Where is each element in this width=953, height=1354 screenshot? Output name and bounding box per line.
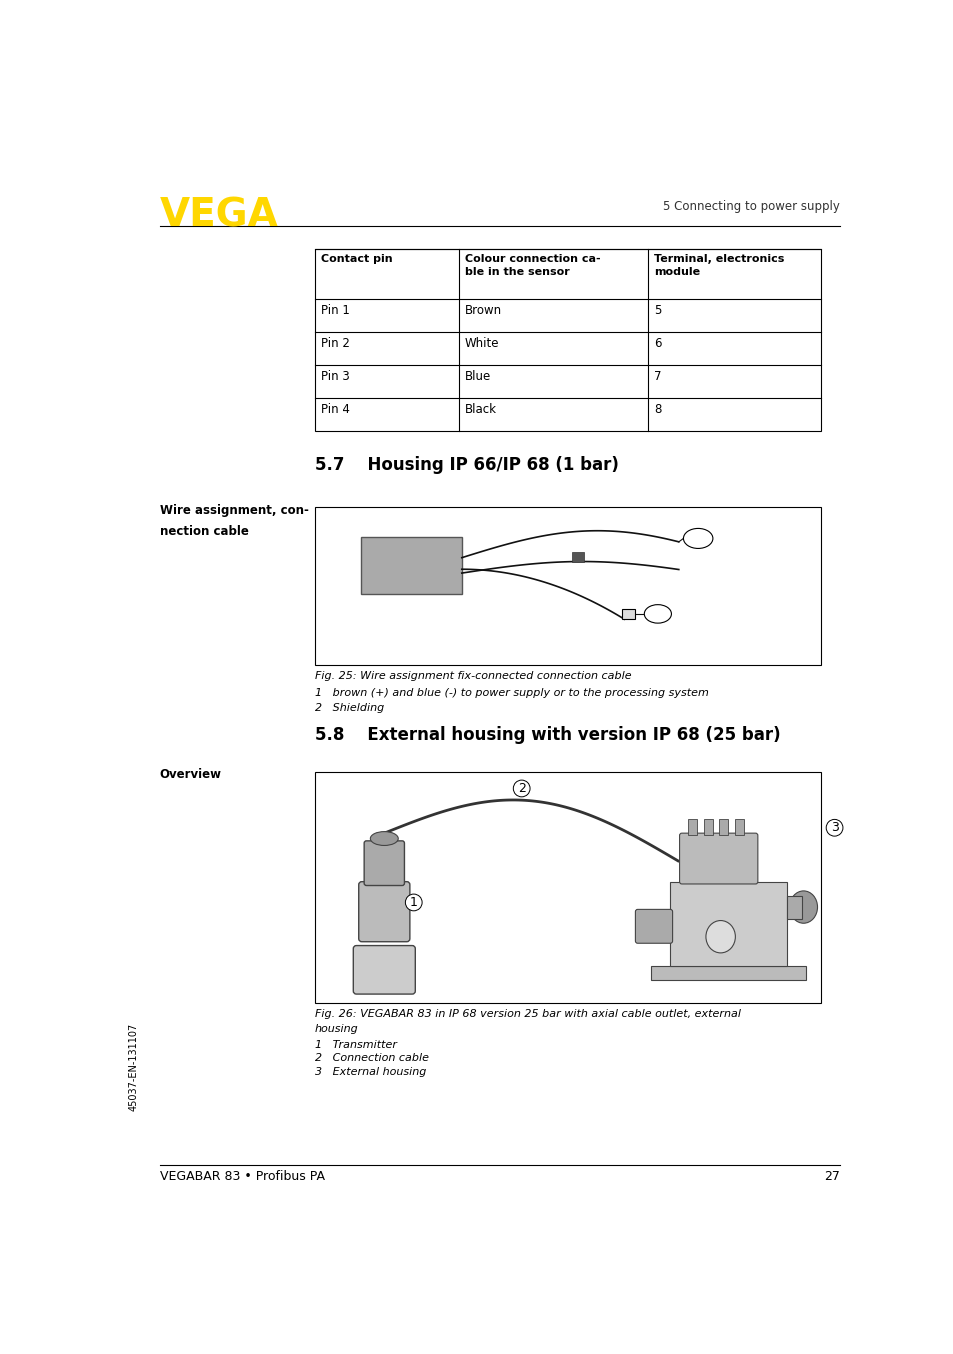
Text: Overview: Overview bbox=[159, 769, 221, 781]
Ellipse shape bbox=[682, 528, 712, 548]
Text: 1: 1 bbox=[410, 896, 417, 909]
Text: 45037-EN-131107: 45037-EN-131107 bbox=[128, 1022, 138, 1110]
Bar bbox=[785, 895, 801, 918]
Bar bbox=[314, 772, 821, 1003]
Bar bbox=[719, 819, 728, 835]
Bar bbox=[687, 819, 697, 835]
Text: 2   Connection cable: 2 Connection cable bbox=[314, 1053, 428, 1063]
Bar bbox=[734, 819, 743, 835]
Ellipse shape bbox=[643, 605, 671, 623]
Bar bbox=[670, 881, 785, 967]
FancyBboxPatch shape bbox=[358, 881, 410, 942]
Text: 1   brown (+) and blue (-) to power supply or to the processing system: 1 brown (+) and blue (-) to power supply… bbox=[314, 688, 708, 697]
Text: Colour connection ca-
ble in the sensor: Colour connection ca- ble in the sensor bbox=[464, 255, 599, 278]
Text: 27: 27 bbox=[823, 1170, 840, 1183]
FancyBboxPatch shape bbox=[635, 910, 672, 944]
Text: 2   Shielding: 2 Shielding bbox=[314, 703, 383, 714]
Text: housing: housing bbox=[314, 1024, 358, 1034]
Text: Pin 2: Pin 2 bbox=[320, 337, 349, 351]
Bar bbox=[621, 609, 634, 619]
Bar bbox=[703, 819, 712, 835]
Text: Fig. 26: VEGABAR 83 in IP 68 version 25 bar with axial cable outlet, external: Fig. 26: VEGABAR 83 in IP 68 version 25 … bbox=[314, 1009, 740, 1018]
Text: VEGABAR 83 • Profibus PA: VEGABAR 83 • Profibus PA bbox=[159, 1170, 324, 1183]
Ellipse shape bbox=[370, 831, 397, 845]
FancyBboxPatch shape bbox=[353, 945, 415, 994]
Bar bbox=[571, 552, 583, 562]
Text: 2: 2 bbox=[517, 783, 525, 795]
Bar bbox=[314, 249, 821, 431]
Text: Pin 1: Pin 1 bbox=[320, 305, 349, 317]
Text: 5.8    External housing with version IP 68 (25 bar): 5.8 External housing with version IP 68 … bbox=[314, 726, 780, 745]
Text: Black: Black bbox=[464, 403, 497, 417]
Text: 3: 3 bbox=[830, 822, 838, 834]
Text: 5.7    Housing IP 66/IP 68 (1 bar): 5.7 Housing IP 66/IP 68 (1 bar) bbox=[314, 456, 618, 474]
Text: Brown: Brown bbox=[464, 305, 501, 317]
Text: Contact pin: Contact pin bbox=[320, 255, 392, 264]
Bar bbox=[314, 508, 821, 665]
FancyBboxPatch shape bbox=[679, 833, 757, 884]
FancyBboxPatch shape bbox=[364, 841, 404, 886]
Text: 3   External housing: 3 External housing bbox=[314, 1067, 425, 1078]
Text: 8: 8 bbox=[654, 403, 660, 417]
Bar bbox=[650, 967, 805, 980]
Text: White: White bbox=[464, 337, 498, 351]
Ellipse shape bbox=[705, 921, 735, 953]
Text: 1   Transmitter: 1 Transmitter bbox=[314, 1040, 396, 1049]
Text: VEGA: VEGA bbox=[159, 196, 278, 234]
Text: Pin 4: Pin 4 bbox=[320, 403, 349, 417]
Text: Wire assignment, con-: Wire assignment, con- bbox=[159, 504, 308, 517]
Bar bbox=[360, 536, 461, 594]
Text: 5 Connecting to power supply: 5 Connecting to power supply bbox=[662, 200, 840, 213]
Text: Pin 3: Pin 3 bbox=[320, 371, 349, 383]
Text: Blue: Blue bbox=[464, 371, 491, 383]
Text: Fig. 25: Wire assignment fix-connected connection cable: Fig. 25: Wire assignment fix-connected c… bbox=[314, 670, 631, 681]
Text: nection cable: nection cable bbox=[159, 525, 248, 538]
Text: Terminal, electronics
module: Terminal, electronics module bbox=[654, 255, 783, 278]
Text: 6: 6 bbox=[654, 337, 660, 351]
Ellipse shape bbox=[789, 891, 817, 923]
Text: 5: 5 bbox=[654, 305, 660, 317]
Text: 7: 7 bbox=[654, 371, 660, 383]
